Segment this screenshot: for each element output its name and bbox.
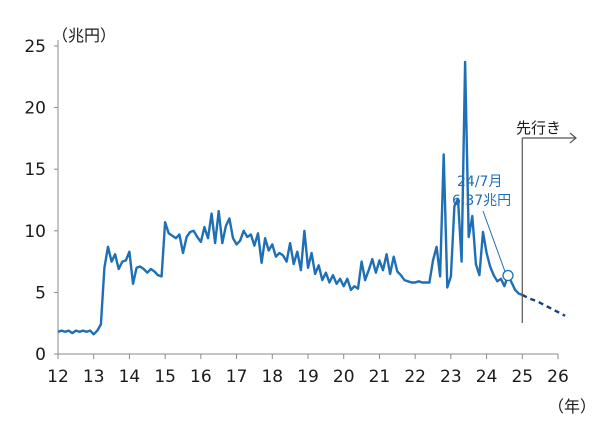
x-tick-label: 16 <box>190 367 212 387</box>
y-tick-label: 25 <box>24 37 46 57</box>
actual-line <box>57 60 523 336</box>
x-tick-label: 17 <box>226 367 248 387</box>
y-tick-label: 0 <box>35 345 46 365</box>
x-tick-label: 26 <box>547 367 569 387</box>
y-tick-label: 10 <box>24 222 46 242</box>
y-tick-label: 5 <box>35 283 46 303</box>
x-tick-label: 12 <box>47 367 69 387</box>
series <box>57 60 566 336</box>
x-tick-label: 15 <box>154 367 176 387</box>
annotation-marker <box>502 269 514 282</box>
forecast-arrowhead <box>569 132 577 144</box>
annotation-leader <box>482 210 506 272</box>
x-tick-label: 24 <box>476 367 498 387</box>
forecast-line <box>521 293 566 317</box>
annotation-date: 24/7月 <box>457 174 502 190</box>
forecast-label: 先行き <box>516 119 561 137</box>
x-tick-label: 18 <box>261 367 283 387</box>
x-unit-label: （年） <box>548 397 596 416</box>
y-ticks: 0 5 10 15 20 25 <box>24 37 58 365</box>
x-tick-label: 21 <box>369 367 391 387</box>
x-tick-label: 19 <box>297 367 319 387</box>
x-tick-label: 22 <box>404 367 426 387</box>
x-tick-label: 14 <box>119 367 141 387</box>
x-tick-label: 20 <box>333 367 355 387</box>
y-unit-label: （兆円） <box>52 26 116 45</box>
x-tick-label: 13 <box>83 367 105 387</box>
x-ticks: 12 13 14 15 16 17 18 19 20 21 22 23 24 25 26 <box>47 354 569 387</box>
y-tick-label: 15 <box>24 160 46 180</box>
x-tick-label: 25 <box>511 367 533 387</box>
x-tick-label: 23 <box>440 367 462 387</box>
y-tick-label: 20 <box>24 99 46 119</box>
annotation-value: 6.37兆円 <box>452 193 511 209</box>
